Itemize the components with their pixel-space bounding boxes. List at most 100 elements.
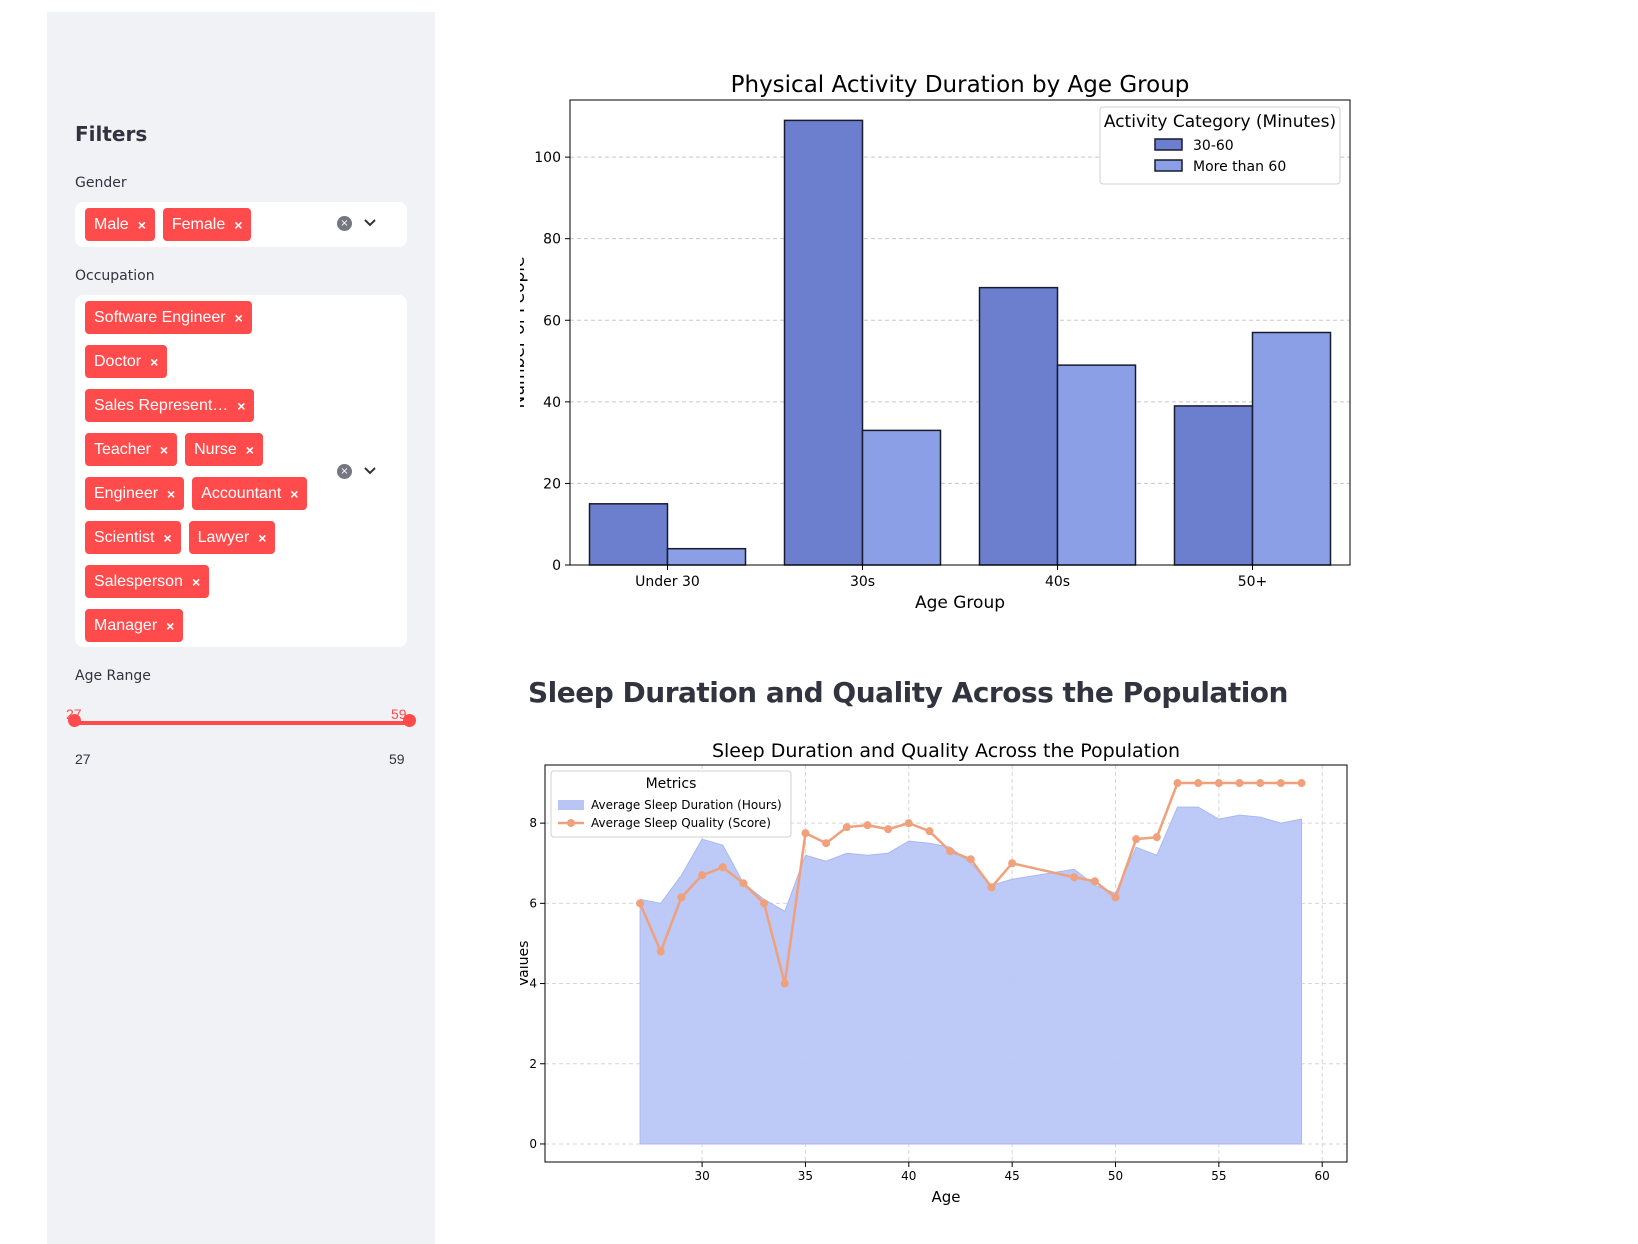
sleep-quality-point	[1256, 779, 1265, 788]
chip-label: Accountant	[201, 484, 282, 502]
sleep-quality-point	[987, 883, 996, 892]
bar	[588, 503, 669, 566]
sleep-quality-point	[946, 847, 955, 856]
selected-chip: Nurse ×	[185, 433, 263, 466]
chip-label: Nurse	[194, 440, 237, 458]
y-tick-label: 80	[543, 232, 561, 248]
sleep-quality-point	[842, 823, 851, 832]
chip-label: Lawyer	[197, 528, 250, 546]
x-tick-label: 45	[1005, 1169, 1020, 1183]
bar	[666, 547, 747, 566]
remove-chip-icon[interactable]: ×	[237, 397, 246, 414]
selected-chip: Manager ×	[85, 609, 184, 642]
selected-chip: Female ×	[162, 208, 252, 241]
x-tick-label: 30s	[850, 574, 875, 590]
chevron-down-icon[interactable]	[363, 216, 377, 230]
y-tick-label: 0	[552, 558, 561, 574]
sleep-quality-point	[904, 819, 913, 828]
selected-chip: Sales Represent… ×	[85, 389, 255, 422]
bar	[1251, 331, 1332, 566]
chip-row: Engineer × Accountant ×	[85, 477, 340, 521]
selected-chip: Salesperson ×	[85, 565, 210, 598]
gender-multiselect[interactable]: Male × Female × ×	[75, 202, 407, 247]
remove-chip-icon[interactable]: ×	[166, 617, 175, 634]
legend-marker	[567, 819, 575, 827]
remove-chip-icon[interactable]: ×	[290, 485, 299, 502]
legend-label: Average Sleep Duration (Hours)	[591, 798, 782, 812]
sleep-quality-point	[780, 979, 789, 988]
legend-label: More than 60	[1193, 159, 1286, 175]
bar	[978, 286, 1059, 566]
sleep-quality-point	[739, 879, 748, 888]
x-tick-label: Under 30	[635, 574, 700, 590]
x-tick-label: 40	[901, 1169, 916, 1183]
x-tick-label: 55	[1211, 1169, 1226, 1183]
sleep-quality-point	[636, 899, 645, 908]
age-range-min-label: 27	[75, 751, 91, 767]
legend-swatch	[1154, 138, 1183, 151]
bar	[783, 119, 864, 566]
clear-icon[interactable]: ×	[337, 464, 352, 479]
x-axis-label: Age	[931, 1188, 960, 1206]
remove-chip-icon[interactable]: ×	[150, 353, 159, 370]
y-tick-label: 20	[543, 476, 561, 492]
remove-chip-icon[interactable]: ×	[245, 441, 254, 458]
sleep-quality-point	[698, 871, 707, 880]
sleep-quality-point	[1132, 835, 1141, 844]
occupation-multiselect[interactable]: Software Engineer × Doctor × Sales Represent…	[75, 295, 407, 647]
remove-chip-icon[interactable]: ×	[191, 573, 201, 590]
remove-chip-icon[interactable]: ×	[163, 529, 172, 546]
sleep-quality-point	[760, 899, 769, 908]
gender-label: Gender	[75, 175, 127, 191]
sleep-quality-point	[677, 893, 686, 902]
sleep-quality-point	[863, 821, 872, 830]
bar	[861, 429, 942, 566]
y-axis-label: Values	[520, 941, 532, 987]
sleep-quality-point	[925, 827, 934, 836]
remove-chip-icon[interactable]: ×	[167, 485, 176, 502]
age-range-high-thumb[interactable]	[403, 714, 416, 727]
y-tick-label: 8	[529, 816, 537, 830]
chip-row: Manager ×	[85, 609, 340, 653]
chip-row: Teacher × Nurse ×	[85, 433, 340, 477]
chip-row: Scientist × Lawyer ×	[85, 521, 340, 565]
age-range-track[interactable]	[74, 721, 409, 725]
clear-icon[interactable]: ×	[337, 216, 352, 231]
chevron-down-icon[interactable]	[363, 464, 377, 478]
remove-chip-icon[interactable]: ×	[234, 216, 243, 233]
chip-label: Female	[171, 215, 226, 233]
age-range-high-value: 59	[391, 706, 407, 722]
remove-chip-icon[interactable]: ×	[159, 441, 169, 458]
chip-label: Sales Represent…	[94, 396, 229, 414]
sleep-quality-point	[884, 825, 893, 834]
age-range-label: Age Range	[75, 668, 151, 684]
bar	[1173, 405, 1254, 566]
legend-label: Average Sleep Quality (Score)	[591, 816, 771, 830]
activity-bar-chart: Physical Activity Duration by Age Group 0…	[520, 72, 1351, 613]
sleep-quality-point	[1276, 779, 1285, 788]
bar	[1056, 364, 1137, 566]
chip-label: Teacher	[94, 440, 151, 458]
sleep-quality-point	[718, 863, 727, 872]
selected-chip: Scientist ×	[85, 521, 181, 554]
chip-label: Male	[94, 215, 129, 233]
remove-chip-icon[interactable]: ×	[234, 309, 243, 326]
sleep-quality-point	[1194, 779, 1203, 788]
selected-chip: Engineer ×	[85, 477, 185, 510]
chart-title: Physical Activity Duration by Age Group	[731, 72, 1190, 98]
sidebar-title: Filters	[75, 122, 148, 146]
remove-chip-icon[interactable]: ×	[258, 529, 267, 546]
chip-row: Software Engineer ×	[85, 301, 340, 345]
x-tick-label: 30	[694, 1169, 709, 1183]
sleep-quality-point	[1173, 779, 1182, 788]
x-axis-label: Age Group	[915, 593, 1005, 613]
age-range-max-label: 59	[389, 751, 405, 767]
y-axis-label: Number of People	[520, 257, 529, 409]
remove-chip-icon[interactable]: ×	[137, 216, 146, 233]
x-tick-label: 50	[1108, 1169, 1123, 1183]
y-tick-label: 100	[534, 150, 561, 166]
x-tick-label: 60	[1315, 1169, 1330, 1183]
age-range-low-thumb[interactable]	[68, 714, 81, 727]
plot-frame	[544, 764, 1348, 1163]
gender-chips: Male × Female ×	[85, 208, 340, 252]
